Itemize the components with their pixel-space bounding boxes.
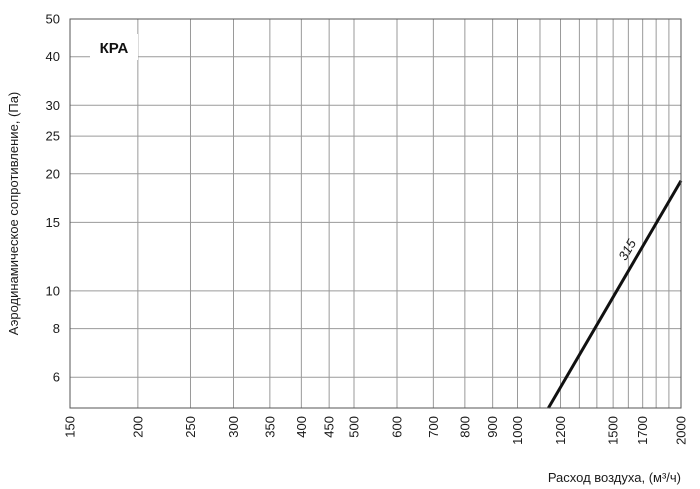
x-tick-label-250: 250 [183,416,198,438]
x-tick-label-1000: 1000 [510,416,525,445]
chart-title: КРА [100,40,129,57]
y-tick-label-50: 50 [46,12,60,27]
x-axis-title: Расход воздуха, (м³/ч) [548,470,681,485]
x-tick-label-500: 500 [346,416,361,438]
x-tick-label-1200: 1200 [553,416,568,445]
x-tick-label-1500: 1500 [606,416,621,445]
x-tick-label-2000: 2000 [674,416,689,445]
x-tick-label-300: 300 [226,416,241,438]
y-tick-label-10: 10 [46,283,60,298]
x-tick-label-600: 600 [390,416,405,438]
series-group: 315 [547,179,683,409]
x-tick-label-700: 700 [426,416,441,438]
y-tick-label-20: 20 [46,166,60,181]
grid [69,18,682,409]
y-tick-label-25: 25 [46,129,60,144]
y-tick-label-30: 30 [46,98,60,113]
x-tick-label-800: 800 [457,416,472,438]
y-tick-label-8: 8 [53,321,60,336]
y-tick-label-6: 6 [53,370,60,385]
x-tick-label-450: 450 [322,416,337,438]
chart-title-background [90,34,138,60]
y-tick-label-40: 40 [46,49,60,64]
plot-frame [69,18,682,409]
x-tick-label-900: 900 [485,416,500,438]
y-tick-label-15: 15 [46,215,60,230]
series-line-315 [547,179,683,409]
y-tick-labels: 6 8 10 15 20 25 30 40 50 [46,12,60,385]
x-tick-label-150: 150 [63,416,78,438]
y-axis-title: Аэродинамическое сопротивление, (Па) [6,92,21,335]
x-tick-label-1700: 1700 [635,416,650,445]
x-tick-labels: 150 200 250 300 350 400 450 500 600 700 800 900 1000… [63,416,689,445]
x-tick-label-200: 200 [130,416,145,438]
x-tick-label-400: 400 [294,416,309,438]
x-tick-label-350: 350 [262,416,277,438]
